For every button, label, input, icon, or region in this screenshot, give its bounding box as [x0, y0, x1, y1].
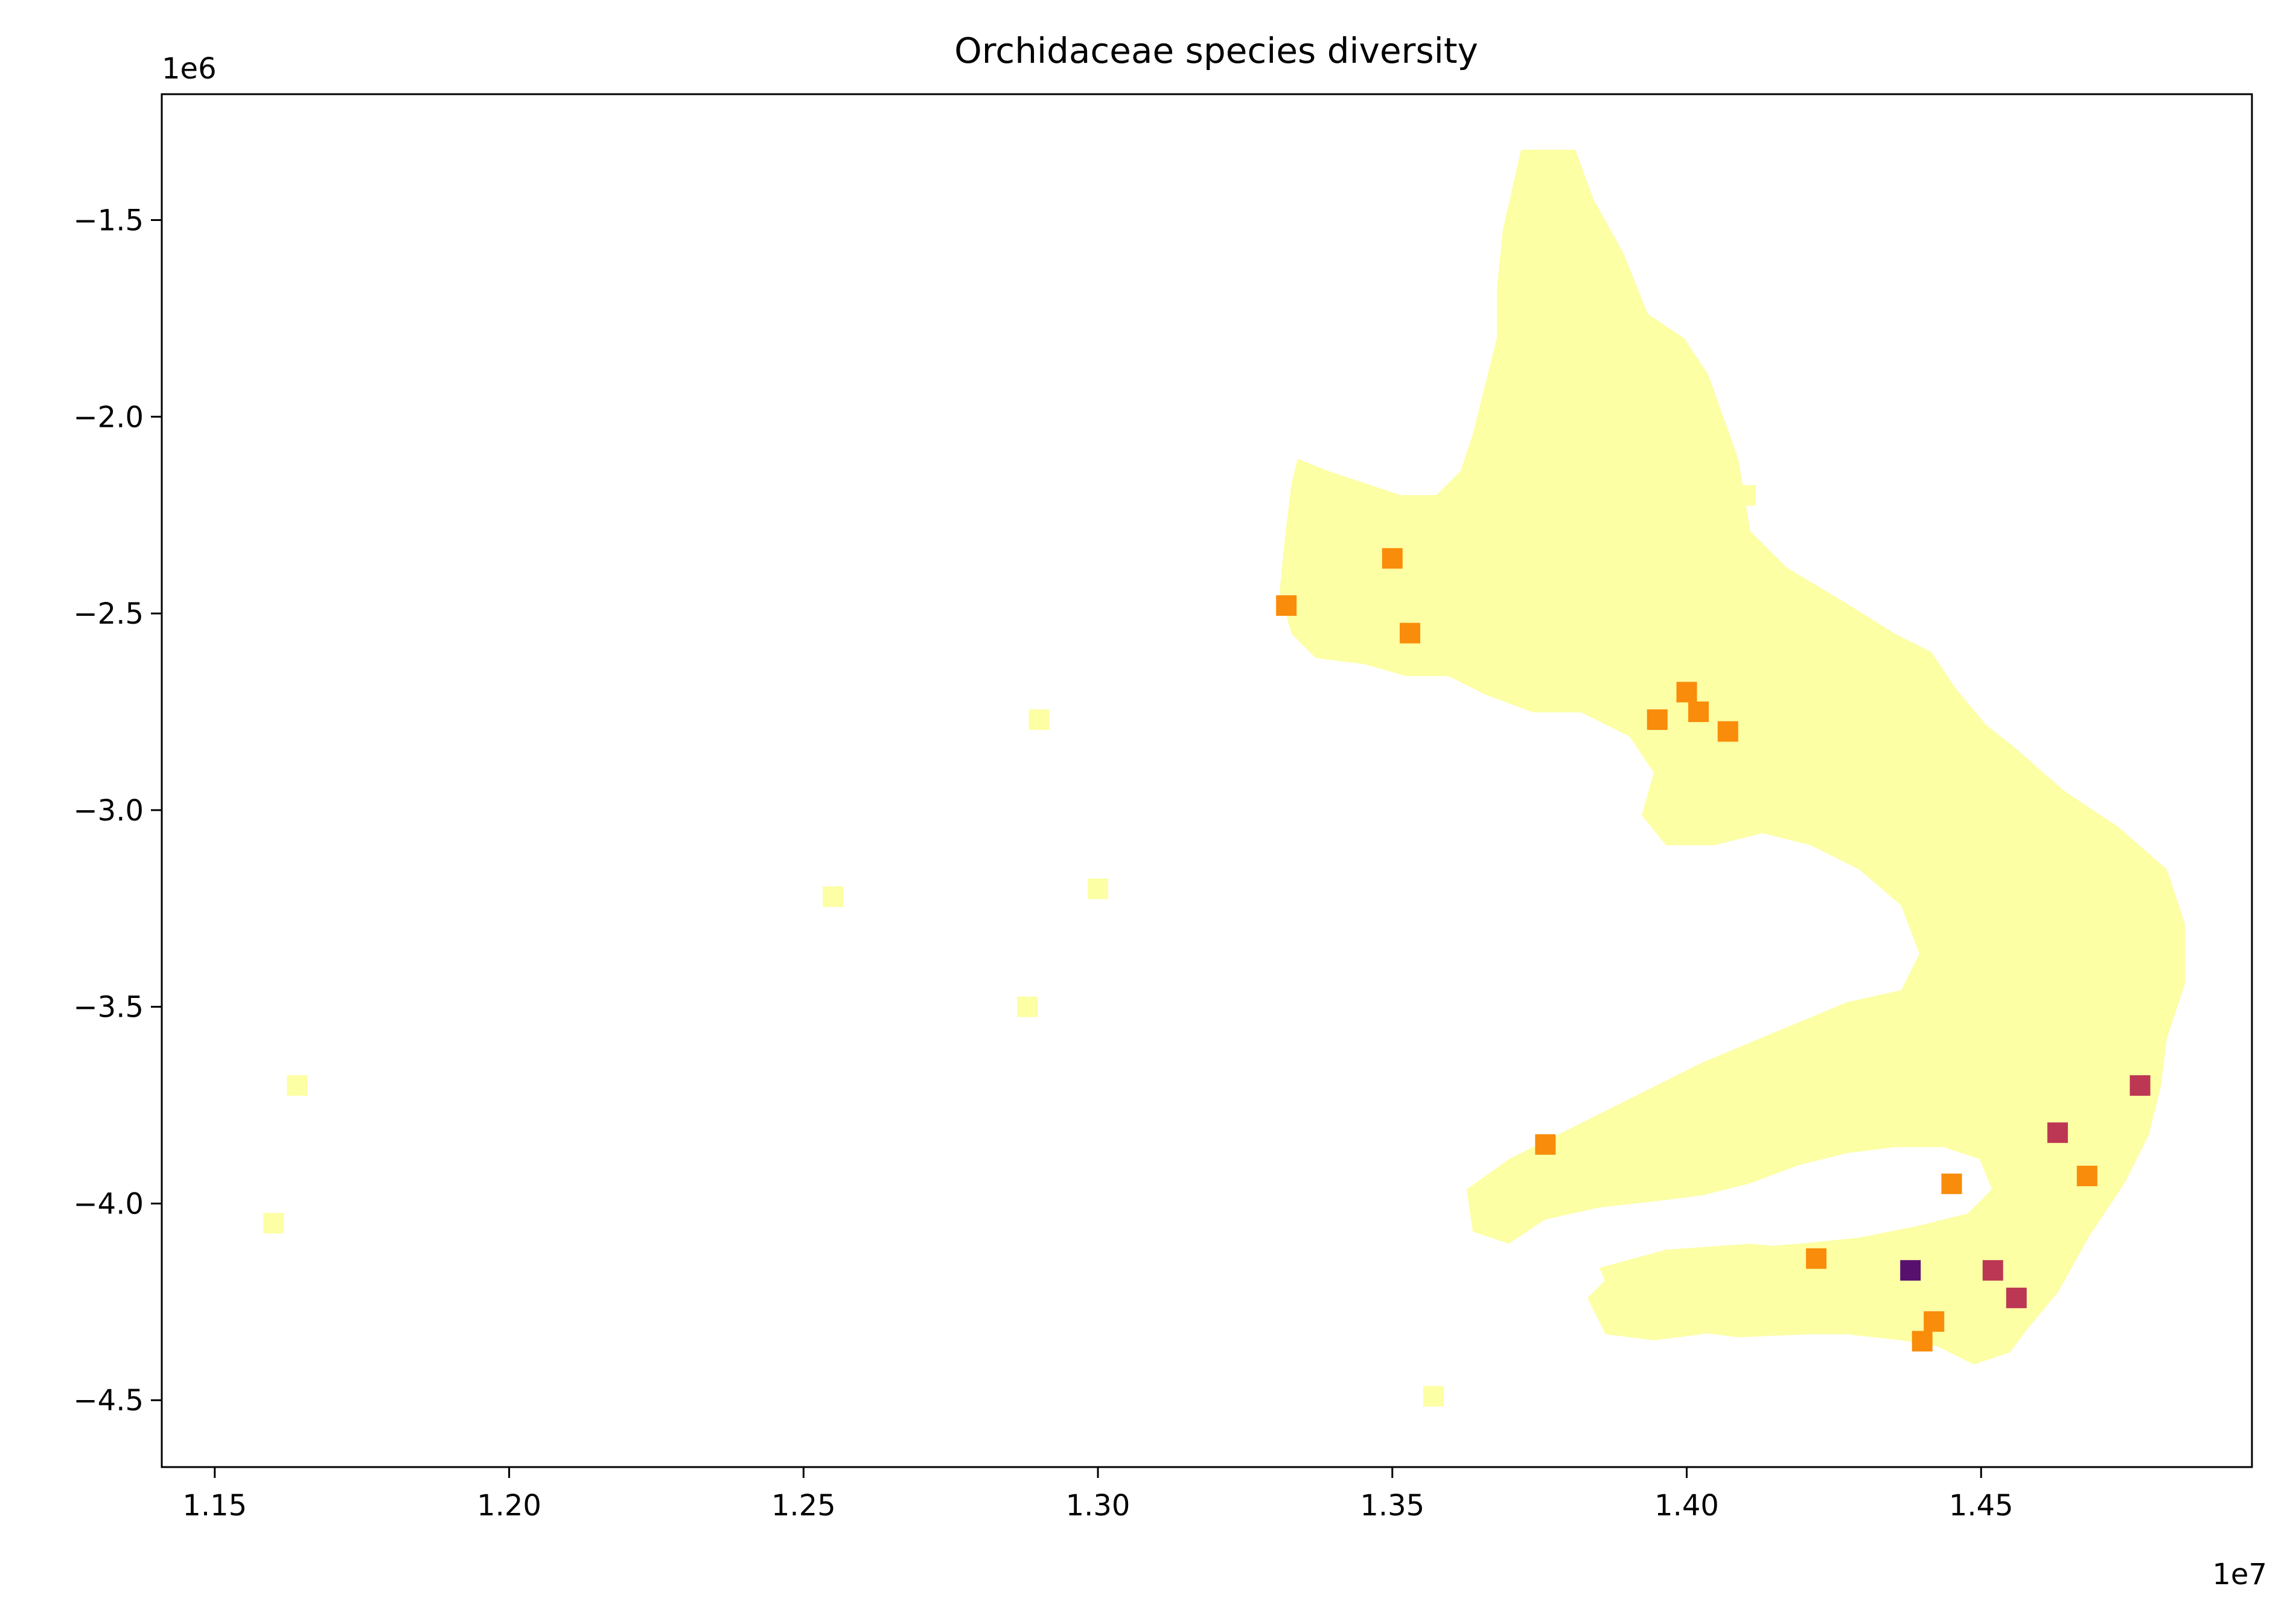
- diversity-cell: [1924, 1311, 1945, 1332]
- diversity-cell: [1900, 1260, 1921, 1281]
- southern-region: [1599, 1244, 1962, 1337]
- diversity-cell: [1982, 1260, 2003, 1281]
- diversity-cell: [1588, 327, 1609, 348]
- diversity-cell: [1912, 1331, 1933, 1352]
- diversity-cell: [1558, 229, 1580, 251]
- diversity-cell: [1823, 721, 1845, 742]
- diversity-cell: [1806, 1248, 1827, 1269]
- diversity-cell: [263, 1213, 284, 1234]
- diversity-cell: [1400, 622, 1421, 644]
- diversity-cell: [1647, 709, 1668, 731]
- cell-layer: [263, 150, 2151, 1407]
- x-tick-label: 1.15: [182, 1489, 247, 1523]
- diversity-cell: [1735, 485, 1756, 506]
- plot-area: [161, 93, 2253, 1468]
- plot-frame: [161, 93, 2253, 1468]
- y-tick-label: −3.0: [73, 794, 144, 828]
- diversity-cell: [1647, 1271, 1668, 1293]
- diversity-cell: [2029, 878, 2050, 900]
- diversity-cell: [1441, 563, 1462, 584]
- y-tick-label: −1.5: [73, 204, 144, 238]
- diversity-cell: [1276, 595, 1297, 616]
- diversity-cell: [823, 886, 844, 907]
- diversity-cell: [1676, 682, 1697, 703]
- x-tick-label: 1.35: [1360, 1489, 1424, 1523]
- diversity-cell: [287, 1075, 308, 1096]
- diversity-cell: [1088, 878, 1109, 900]
- mainland-region: [1280, 150, 2185, 1364]
- diversity-cell: [1529, 150, 1550, 171]
- diversity-cell: [1912, 799, 1933, 820]
- x-tick-label: 1.30: [1066, 1489, 1130, 1523]
- diversity-cell: [2076, 1165, 2097, 1186]
- diversity-cell: [1941, 1173, 1962, 1194]
- diversity-cell: [1382, 548, 1403, 569]
- diversity-cell: [1688, 701, 1709, 722]
- diversity-cell: [1546, 426, 1567, 447]
- diversity-cell: [1647, 465, 1668, 487]
- y-tick-label: −4.5: [73, 1384, 144, 1418]
- diversity-cell: [1853, 1075, 1874, 1096]
- x-tick-label: 1.20: [477, 1489, 541, 1523]
- x-offset-label: 1e7: [2212, 1558, 2267, 1591]
- diversity-cell: [2047, 1122, 2068, 1143]
- diversity-cell: [1323, 544, 1344, 565]
- y-offset-label: 1e6: [162, 52, 217, 86]
- diversity-cell: [1647, 642, 1668, 664]
- diversity-cell: [2129, 1075, 2151, 1096]
- y-tick-label: −3.5: [73, 991, 144, 1025]
- diversity-cell: [1717, 721, 1738, 742]
- y-tick-label: −4.0: [73, 1187, 144, 1221]
- x-tick-label: 1.25: [771, 1489, 836, 1523]
- diversity-cell: [2088, 957, 2109, 978]
- y-tick-label: −2.5: [73, 597, 144, 631]
- diversity-cell: [1735, 1095, 1756, 1116]
- x-tick-label: 1.45: [1949, 1489, 2014, 1523]
- diversity-cell: [1028, 709, 1050, 731]
- diversity-cell: [1535, 1134, 1556, 1155]
- diversity-cell: [2006, 1287, 2027, 1308]
- diversity-cell: [1735, 1291, 1756, 1313]
- diversity-cell: [1423, 1386, 1444, 1407]
- chart-title: Orchidaceae species diversity: [954, 30, 1478, 71]
- x-tick-label: 1.40: [1654, 1489, 1719, 1523]
- diversity-cell: [1016, 996, 1038, 1017]
- y-axis: −1.5 −2.0 −2.5 −3.0 −3.5 −4.0 −4.5: [73, 204, 162, 1418]
- y-tick-label: −2.0: [73, 400, 144, 434]
- x-axis: 1.15 1.20 1.25 1.30 1.35 1.40 1.45: [182, 1467, 2014, 1523]
- diversity-cell: [1971, 1035, 1992, 1057]
- map-layer: [1280, 150, 2185, 1364]
